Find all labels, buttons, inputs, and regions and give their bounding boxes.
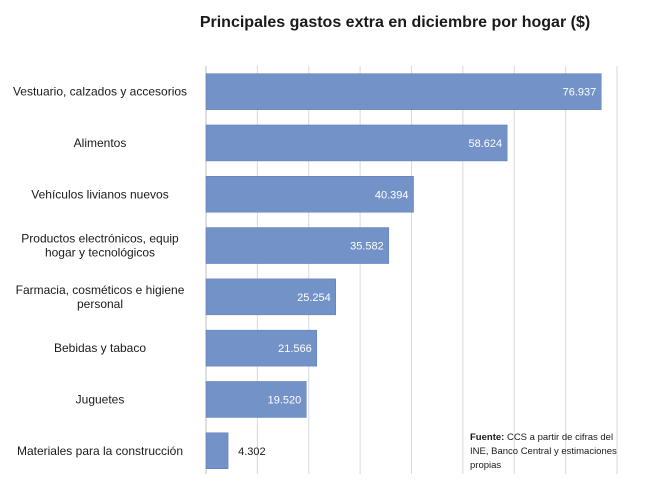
source-text: CCS a partir de cifras del INE, Banco Ce…: [470, 432, 617, 471]
chart-title: Principales gastos extra en diciembre po…: [199, 14, 591, 31]
bar: [205, 124, 508, 162]
category-label: Productos electrónicos, equip hogar y tec…: [21, 232, 179, 260]
bar: [205, 176, 414, 213]
bar: [205, 381, 307, 418]
data-label: 40.394: [375, 189, 409, 201]
source-label: Fuente:: [470, 432, 505, 443]
source-note: Fuente: CCS a partir de cifras del INE, …: [470, 431, 630, 473]
category-label: Vestuario, calzados y accesorios: [13, 85, 187, 99]
bar: [205, 227, 390, 264]
category-label: Juguetes: [76, 392, 125, 406]
category-label: Farmacia, cosméticos e higiene personal: [16, 283, 185, 311]
data-label: 21.566: [278, 343, 312, 355]
data-label: 4.302: [238, 446, 266, 458]
data-label: 58.624: [469, 138, 503, 150]
data-label: 35.582: [350, 241, 384, 253]
category-label: Vehículos livianos nuevos: [31, 187, 168, 201]
category-labels: Vestuario, calzados y accesorios Alimento…: [13, 85, 187, 458]
data-label: 19.520: [268, 394, 302, 406]
bar: [205, 73, 602, 110]
bar: [205, 329, 318, 367]
gridlines: [205, 66, 618, 474]
bar: [205, 278, 336, 316]
bars: 76.937 58.624 40.394 35.582 25.254 21.566 19.5…: [205, 73, 602, 469]
data-label: 76.937: [563, 87, 597, 99]
bar: [205, 432, 229, 469]
category-label: Bebidas y tabaco: [54, 341, 146, 355]
category-label: Alimentos: [74, 136, 127, 150]
category-label: Materiales para la construcción: [17, 444, 183, 458]
data-label: 25.254: [297, 292, 331, 304]
